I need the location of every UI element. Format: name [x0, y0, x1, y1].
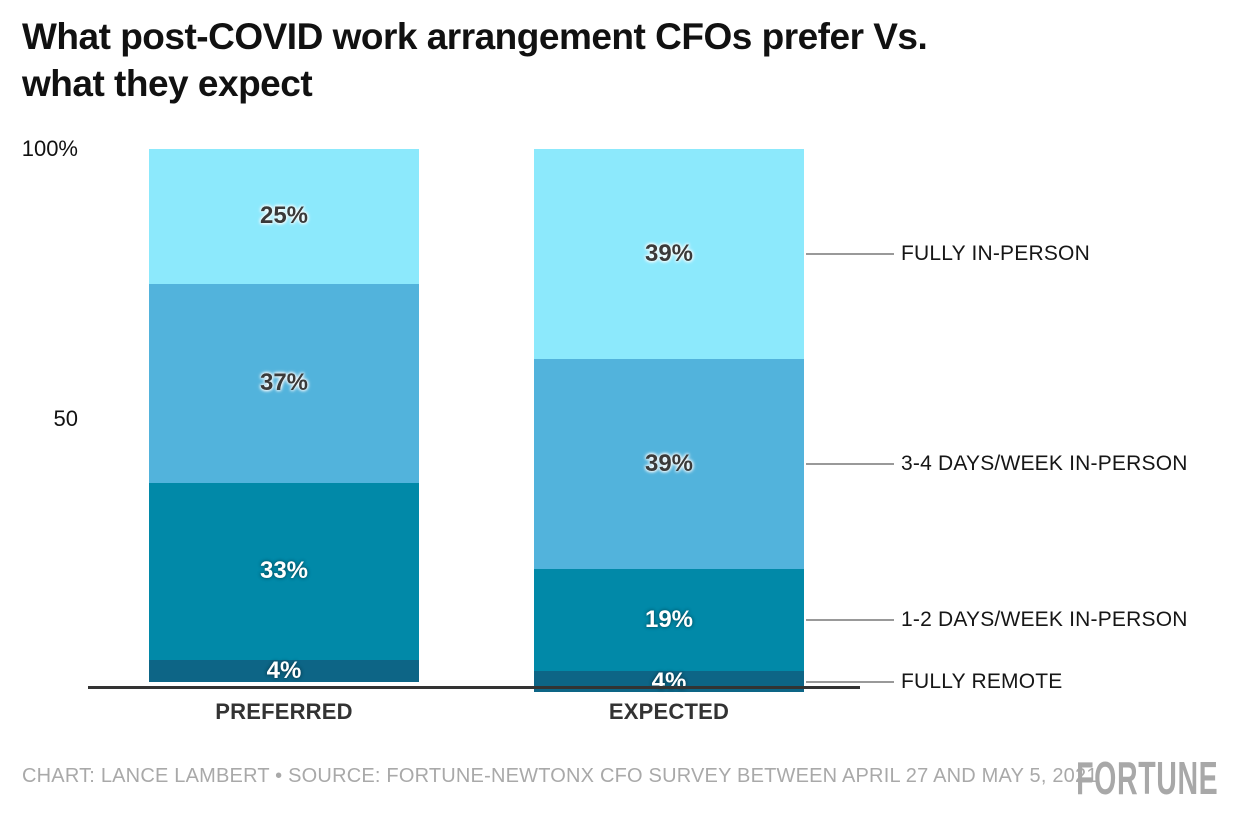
legend-label: 3-4 DAYS/WEEK IN-PERSON — [901, 451, 1188, 475]
bar-segment: 37% — [149, 283, 419, 483]
bar-segment: 19% — [534, 568, 804, 671]
bar-segment: 4% — [149, 656, 419, 684]
segment-value-label: 39% — [644, 239, 694, 267]
chart-title: What post-COVID work arrangement CFOs pr… — [22, 14, 1202, 107]
stacked-bar-preferred: 25% 37% 33% 4% — [149, 149, 419, 684]
y-axis-tick-50: 50 — [53, 406, 78, 431]
bar-segment: 4% — [534, 667, 804, 695]
legend-connector-line — [806, 618, 894, 621]
legend-connector-line — [806, 680, 894, 683]
segment-value-label: 39% — [644, 449, 694, 477]
stacked-bar-expected: 39% 39% 19% 4% — [534, 149, 804, 695]
x-axis-line — [88, 686, 860, 689]
x-axis-category-label: PREFERRED — [215, 699, 353, 724]
y-axis-tick-100: 100% — [21, 136, 78, 161]
legend-label: FULLY IN-PERSON — [901, 241, 1090, 265]
fortune-logo: FORTUNE — [1075, 752, 1218, 804]
bar-segment: 39% — [534, 149, 804, 359]
chart-title-line1: What post-COVID work arrangement CFOs pr… — [22, 16, 928, 57]
chart-title-line2: what they expect — [22, 62, 313, 104]
bar-segment: 39% — [534, 358, 804, 569]
bar-segment: 33% — [149, 482, 419, 661]
segment-value-label: 33% — [259, 557, 309, 585]
legend-connector-line — [806, 252, 894, 255]
segment-value-label: 37% — [259, 369, 309, 397]
segment-value-label: 4% — [266, 656, 302, 684]
segment-value-label: 4% — [651, 667, 687, 695]
bar-segment: 25% — [149, 149, 419, 284]
legend-connector-line — [806, 462, 894, 465]
segment-value-label: 25% — [259, 202, 309, 230]
legend-label: 1-2 DAYS/WEEK IN-PERSON — [901, 607, 1188, 631]
segment-value-label: 19% — [644, 605, 694, 633]
footer-credit: CHART: LANCE LAMBERT • SOURCE: FORTUNE-N… — [22, 765, 1098, 787]
legend-label: FULLY REMOTE — [901, 669, 1063, 693]
x-axis-category-label: EXPECTED — [608, 699, 730, 724]
